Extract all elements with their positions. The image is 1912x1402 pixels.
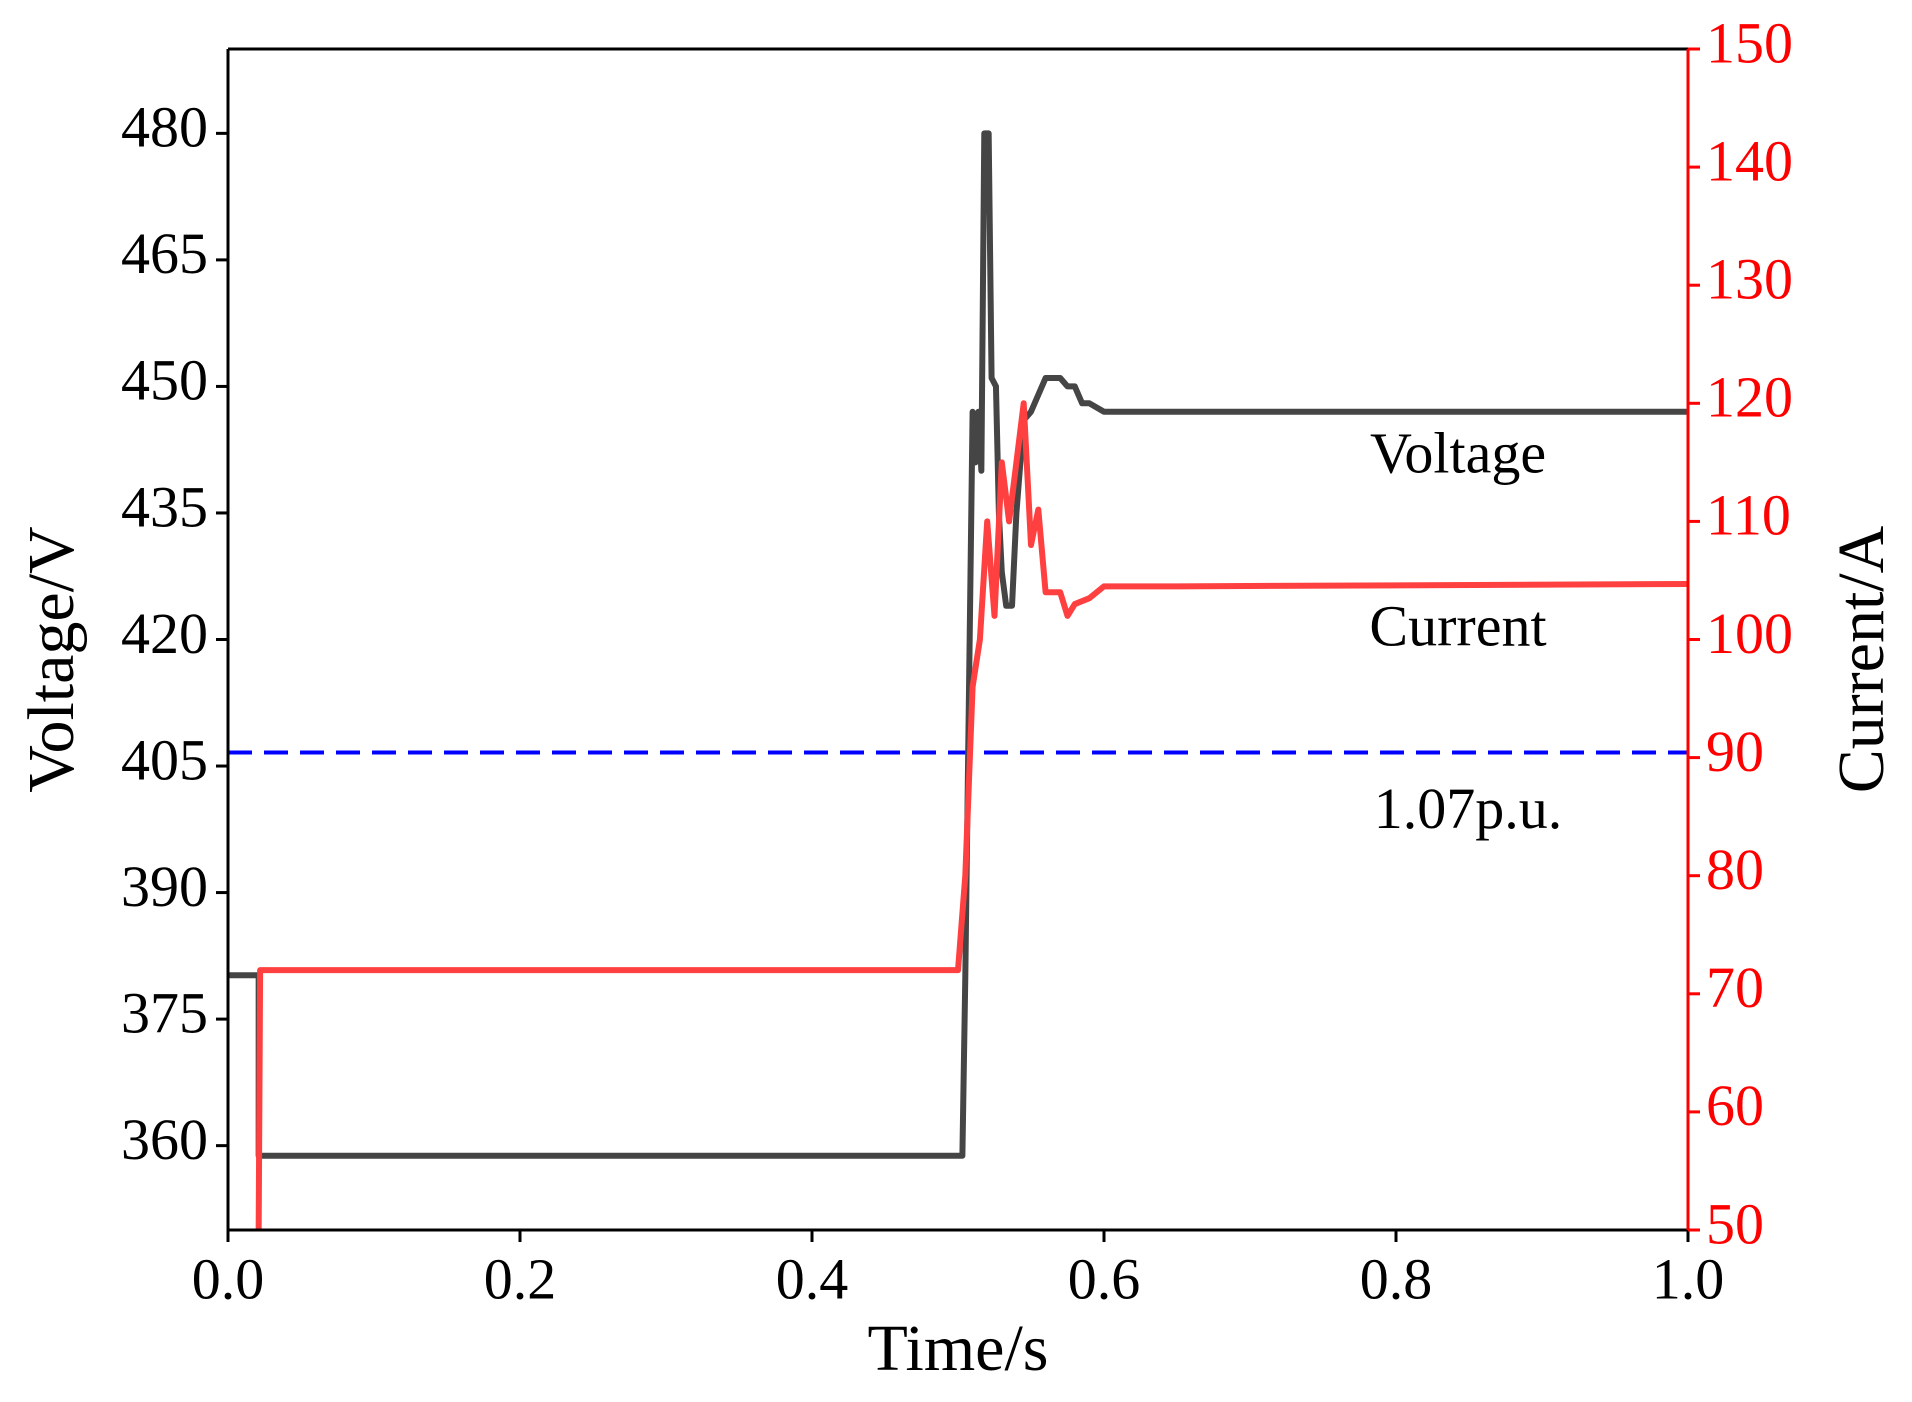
y2-tick-label: 120 (1706, 365, 1793, 430)
y-tick-label: 405 (121, 727, 208, 792)
x-tick-label: 0.8 (1360, 1246, 1433, 1311)
y2-tick-label: 90 (1706, 719, 1764, 784)
x-tick-label: 0.6 (1068, 1246, 1141, 1311)
y2-tick-label: 140 (1706, 128, 1793, 193)
y2-tick-label: 130 (1706, 247, 1793, 312)
y2-tick-label: 110 (1706, 483, 1791, 548)
reference-label: 1.07p.u. (1374, 776, 1563, 841)
y-tick-label: 480 (121, 95, 208, 160)
y2-axis-title: Current/A (1825, 525, 1898, 793)
y-tick-label: 360 (121, 1107, 208, 1172)
y2-tick-label: 50 (1706, 1191, 1764, 1256)
y-tick-label: 450 (121, 348, 208, 413)
y-tick-label: 390 (121, 854, 208, 919)
series-label: Current (1369, 593, 1546, 658)
x-tick-label: 0.0 (192, 1246, 265, 1311)
y2-tick-label: 80 (1706, 837, 1764, 902)
x-tick-label: 1.0 (1652, 1246, 1725, 1311)
y2-tick-label: 150 (1706, 10, 1793, 75)
y2-tick-label: 100 (1706, 601, 1793, 666)
y-tick-label: 375 (121, 980, 208, 1045)
y2-tick-label: 70 (1706, 955, 1764, 1020)
y2-tick-label: 60 (1706, 1073, 1764, 1138)
data-line (228, 130, 1688, 1159)
y-tick-label: 465 (121, 221, 208, 286)
series-label: Voltage (1370, 420, 1546, 485)
y-tick-label: 435 (121, 474, 208, 539)
data-line (255, 400, 1689, 1231)
x-tick-label: 0.2 (484, 1246, 557, 1311)
x-axis-title: Time/s (868, 1312, 1049, 1385)
y-axis-title: Voltage/V (15, 526, 88, 792)
y-tick-label: 420 (121, 601, 208, 666)
x-tick-label: 0.4 (776, 1246, 849, 1311)
